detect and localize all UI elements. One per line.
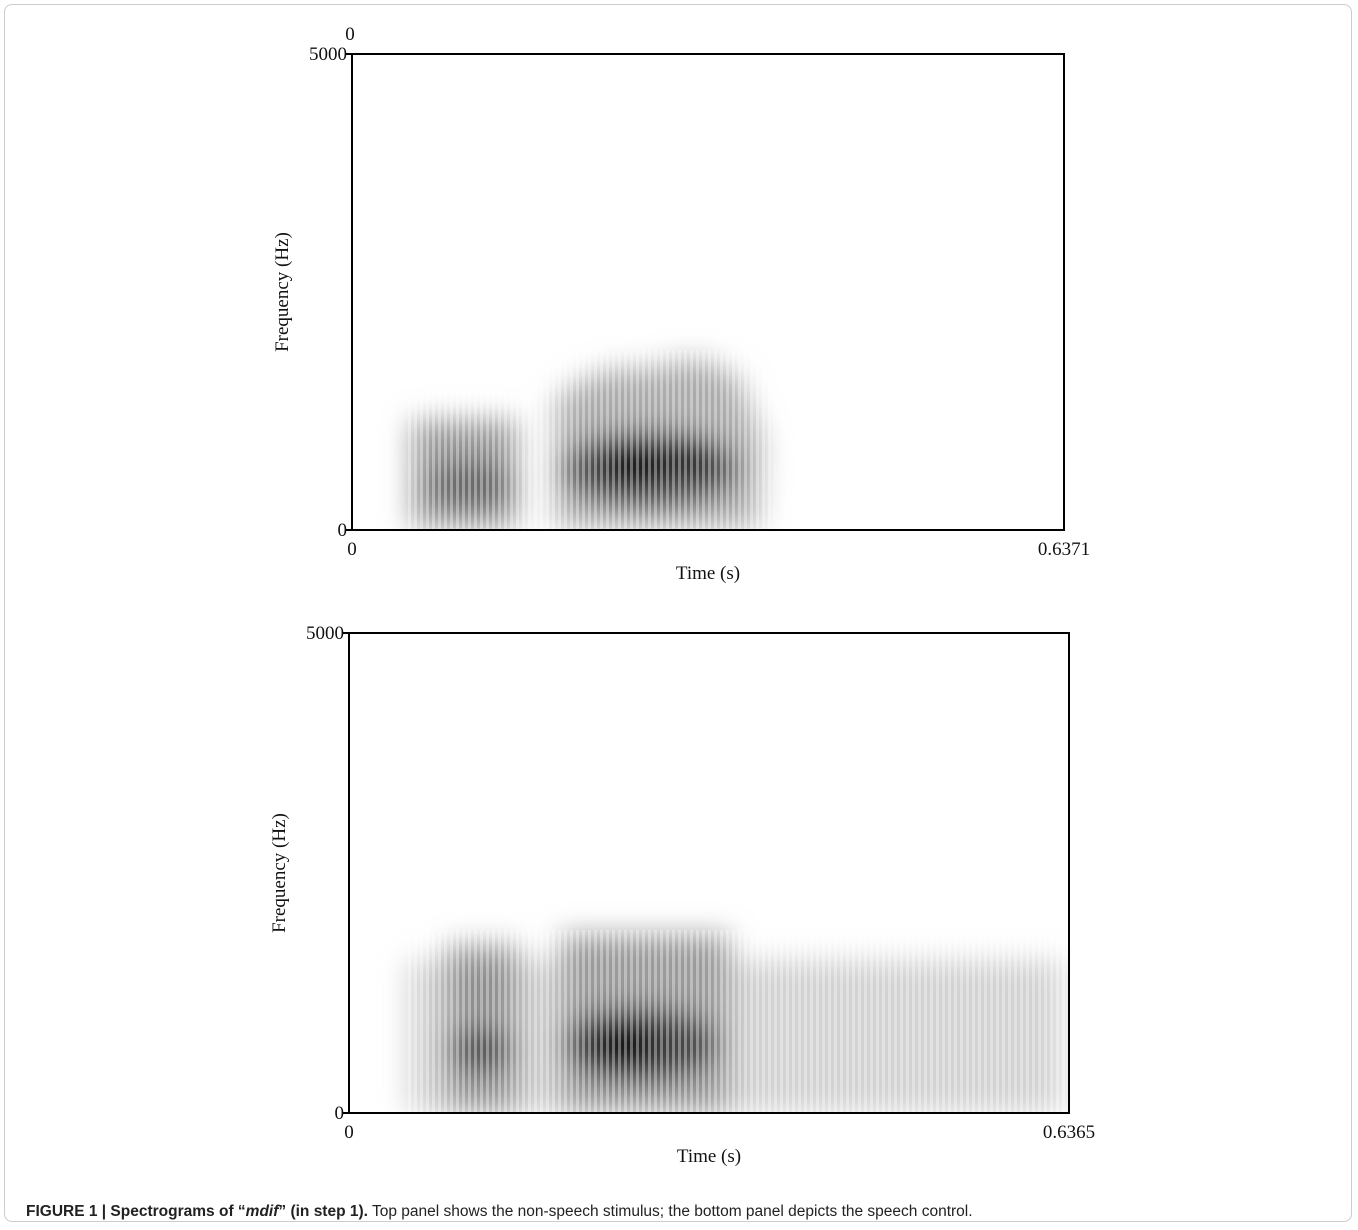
x-tick-label: 0 xyxy=(344,1122,354,1143)
caption-body: Top panel shows the non-speech stimulus;… xyxy=(367,1203,973,1220)
caption-tail: ” (in step 1). xyxy=(278,1203,368,1220)
y-tick-label: 0 xyxy=(338,520,348,541)
x-tick-label: 0 xyxy=(347,539,357,560)
x-axis-label: Time (s) xyxy=(676,563,740,584)
plot-frame xyxy=(351,53,1065,531)
spectrogram-image xyxy=(405,930,1069,1113)
y-tick-label: 0 xyxy=(335,1103,345,1124)
y-tick-label: 5000 xyxy=(309,44,347,65)
caption-term: mdif xyxy=(245,1203,279,1220)
y-axis-label: Frequency (Hz) xyxy=(269,813,290,933)
plot-frame xyxy=(348,632,1070,1114)
x-tick-label: 0.6371 xyxy=(1038,539,1090,560)
spectrogram-image xyxy=(405,350,775,530)
y-tick-label: 5000 xyxy=(306,623,344,644)
x-axis-label: Time (s) xyxy=(677,1146,741,1167)
figure-frame xyxy=(4,4,1352,1222)
caption-lead: FIGURE 1 | Spectrograms of “ xyxy=(26,1203,246,1220)
x-tick-label: 0.6365 xyxy=(1043,1122,1095,1143)
caption: FIGURE 1 | Spectrograms of “mdif” (in st… xyxy=(26,1203,973,1221)
y-axis-label: Frequency (Hz) xyxy=(272,232,293,352)
corner-label: 0 xyxy=(345,24,355,45)
